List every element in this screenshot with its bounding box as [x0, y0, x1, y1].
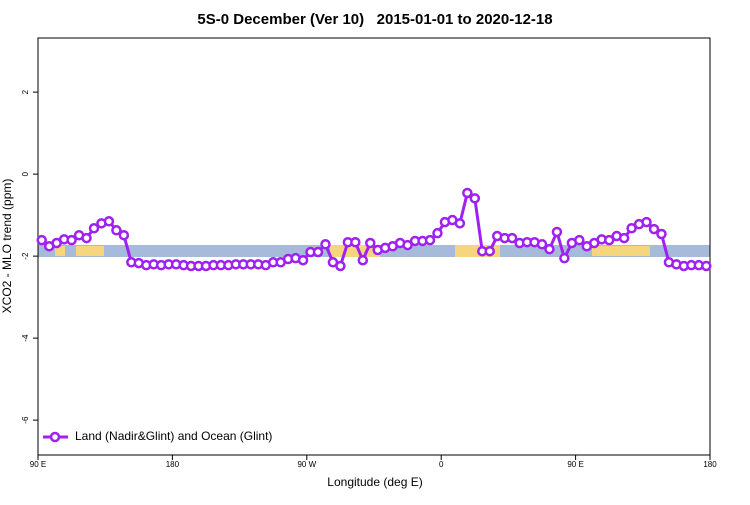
point: [484, 245, 495, 257]
point: [320, 238, 331, 250]
land-patch: [55, 246, 65, 256]
x-tick-label: 0: [439, 460, 444, 469]
point: [618, 232, 630, 244]
point: [648, 223, 660, 235]
point: [641, 216, 652, 228]
point: [544, 243, 555, 255]
point: [111, 225, 122, 236]
y-axis-label: XCO2 - MLO trend (ppm): [0, 179, 14, 314]
point: [103, 216, 115, 227]
point: [66, 234, 77, 246]
x-tick-label: 90 E: [567, 460, 583, 469]
point: [357, 254, 369, 266]
plot-frame: [37, 37, 711, 456]
x-axis-label: Longitude (deg E): [327, 475, 422, 489]
chart-title: 5S-0 December (Ver 10) 2015-01-01 to 202…: [197, 11, 552, 28]
land-patch: [592, 246, 650, 256]
point: [402, 239, 413, 251]
land-patch: [76, 246, 104, 256]
point: [432, 227, 443, 239]
point: [603, 234, 615, 246]
point: [118, 229, 130, 241]
point: [335, 260, 346, 272]
x-tick-label: 90 W: [297, 460, 316, 469]
point: [297, 254, 309, 266]
point: [81, 232, 92, 244]
point: [88, 223, 100, 234]
point: [462, 187, 473, 199]
point: [469, 193, 481, 204]
point: [506, 232, 518, 244]
legend-label: Land (Nadir&Glint) and Ocean (Glint): [75, 429, 272, 443]
point: [656, 228, 667, 240]
point: [454, 218, 466, 229]
point: [36, 234, 47, 246]
point: [424, 234, 436, 246]
point: [701, 260, 712, 272]
legend-marker: [49, 431, 61, 443]
x-tick-label: 180: [166, 460, 180, 469]
y-tick-label: -2: [21, 252, 30, 260]
x-tick-label: 180: [703, 460, 717, 469]
point: [350, 236, 361, 248]
y-tick-label: 0: [21, 171, 30, 176]
point: [559, 252, 570, 264]
point: [551, 226, 563, 238]
point: [365, 237, 376, 249]
point: [536, 238, 548, 250]
y-tick-label: -4: [21, 334, 30, 342]
point: [626, 223, 637, 234]
x-tick-label: 90 E: [30, 460, 46, 469]
y-tick-label: -6: [21, 416, 30, 424]
y-tick-label: 2: [21, 89, 30, 94]
point: [574, 234, 585, 246]
point: [312, 246, 324, 258]
